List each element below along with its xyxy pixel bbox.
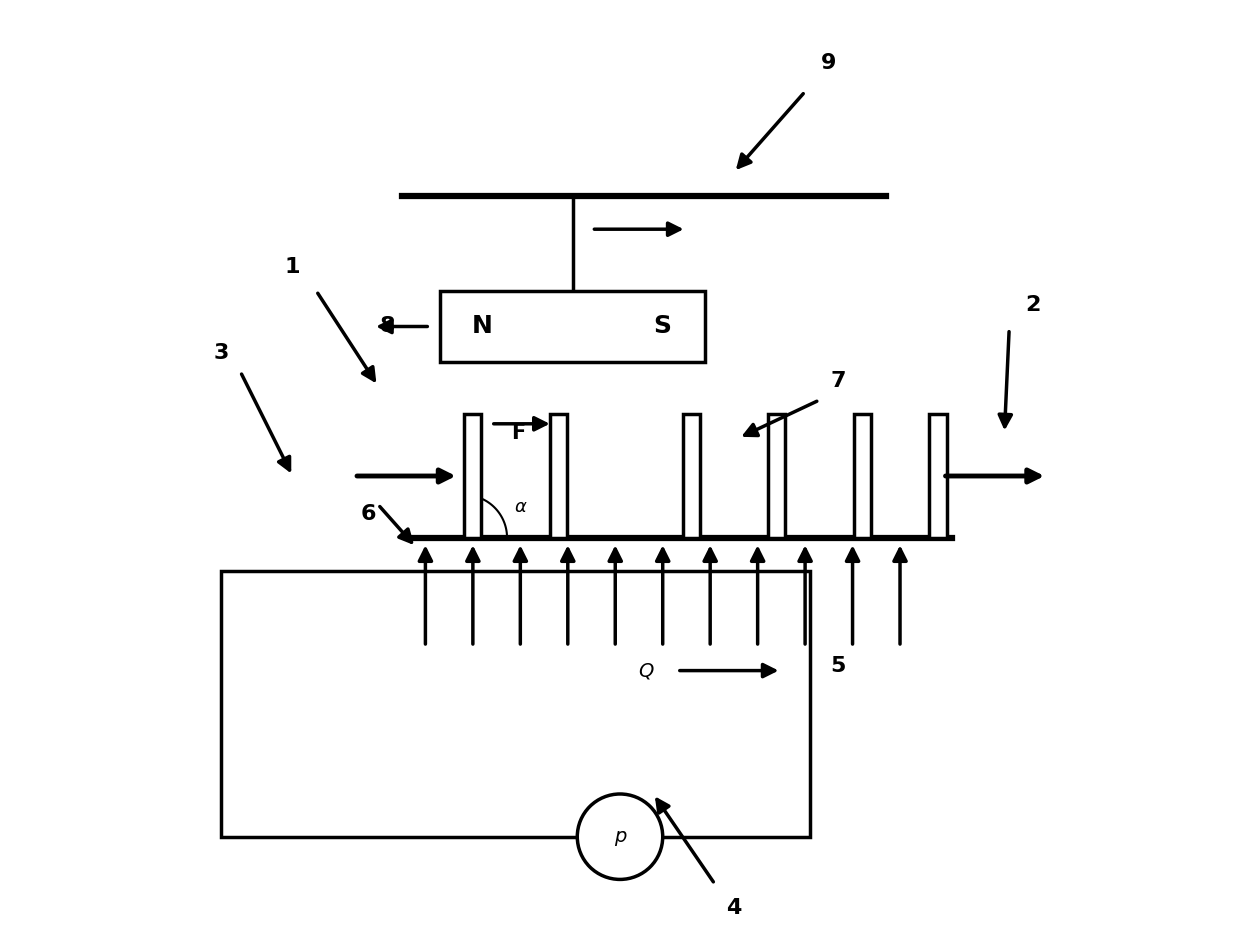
Text: Q: Q bbox=[637, 661, 653, 680]
Bar bbox=[221, 571, 810, 837]
Text: 4: 4 bbox=[727, 898, 742, 918]
Text: 6: 6 bbox=[361, 504, 376, 524]
Text: 5: 5 bbox=[831, 656, 846, 676]
Text: p: p bbox=[614, 827, 626, 846]
Text: S: S bbox=[653, 314, 672, 338]
Text: 1: 1 bbox=[285, 257, 300, 277]
Bar bbox=[768, 414, 785, 538]
Bar bbox=[683, 414, 699, 538]
Text: 9: 9 bbox=[821, 53, 837, 73]
Text: N: N bbox=[472, 314, 492, 338]
Bar bbox=[853, 414, 870, 538]
Circle shape bbox=[578, 794, 662, 880]
Text: $\mathbf{F}$: $\mathbf{F}$ bbox=[511, 423, 526, 443]
Bar bbox=[930, 414, 946, 538]
Text: 8: 8 bbox=[379, 316, 396, 336]
Text: 2: 2 bbox=[1025, 295, 1040, 315]
Bar bbox=[440, 291, 706, 362]
Text: 3: 3 bbox=[213, 343, 229, 363]
Bar bbox=[464, 414, 481, 538]
Text: $\alpha$: $\alpha$ bbox=[513, 498, 527, 516]
Bar bbox=[549, 414, 567, 538]
Text: 7: 7 bbox=[831, 371, 846, 391]
